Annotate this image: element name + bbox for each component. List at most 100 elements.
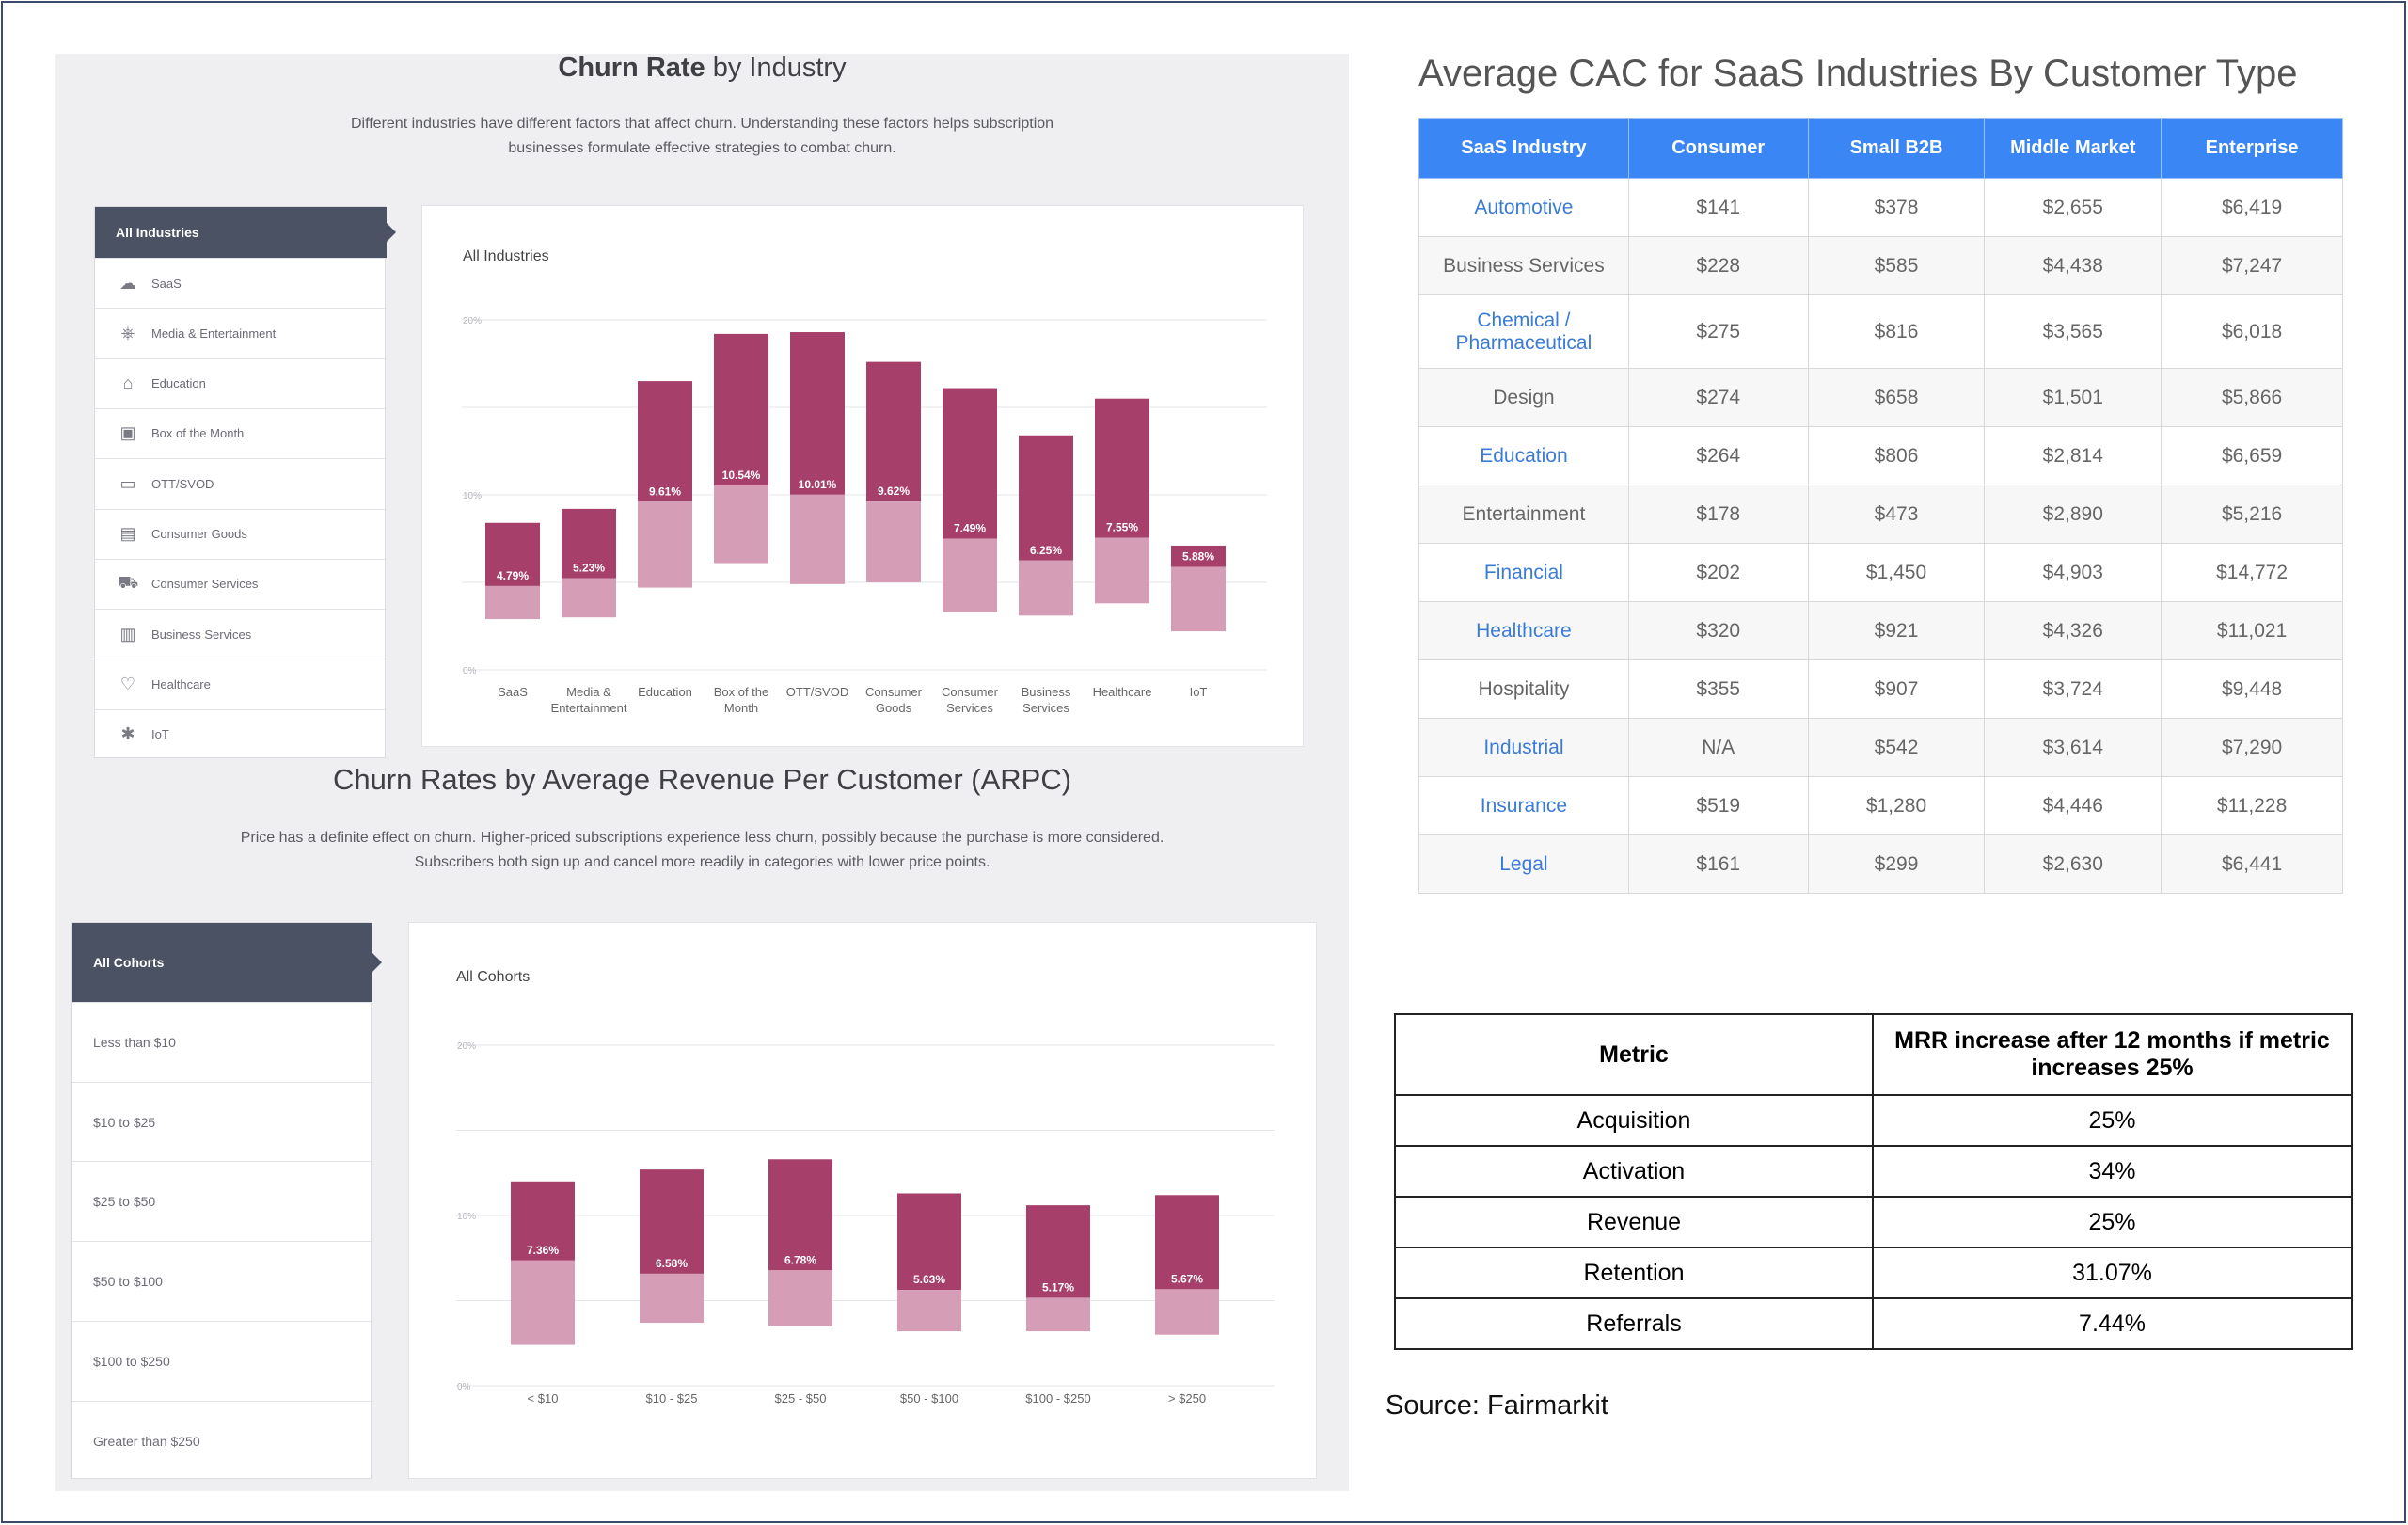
industry-cell[interactable]: Industrial [1418, 718, 1629, 777]
arpc-desc-line1: Price has a definite effect on churn. Hi… [240, 830, 1164, 846]
cac-value-cell: $274 [1627, 368, 1809, 427]
x-tick-label: $100 - $250 [1025, 1391, 1090, 1406]
table-row: Chemical / Pharmaceutical $275 $816 $3,565 $6… [1418, 294, 2343, 369]
menu-item-consumer-goods[interactable]: ▤ Consumer Goods [95, 508, 387, 559]
x-tick-label: $50 - $100 [900, 1391, 958, 1406]
cac-value-cell: $806 [1807, 426, 1986, 485]
menu-item-box-of-the-month[interactable]: ▣ Box of the Month [95, 407, 387, 458]
x-tick-label: $25 - $50 [775, 1391, 827, 1406]
menu-item-business-services[interactable]: ▥ Business Services [95, 609, 387, 659]
menu-item-cohort-2[interactable]: $10 to $25 [72, 1081, 372, 1162]
menu-item-label: Greater than $250 [93, 1433, 200, 1449]
table-row: Retention 31.07% [1394, 1247, 2353, 1299]
cac-value-cell: $264 [1627, 426, 1809, 485]
shopping-bag-icon: ▤ [119, 524, 136, 543]
y-tick-label: 10% [457, 1212, 476, 1222]
menu-item-ott-svod[interactable]: ▭ OTT/SVOD [95, 458, 387, 508]
cac-value-cell: $3,565 [1984, 294, 2162, 369]
industry-cell[interactable]: Chemical / Pharmaceutical [1418, 294, 1629, 369]
data-label: 9.61% [649, 485, 681, 498]
industry-cell[interactable]: Healthcare [1418, 601, 1629, 660]
industry-cell: Design [1418, 368, 1629, 427]
x-tick-label: < $10 [528, 1391, 559, 1406]
film-camera-icon: ⎈ [120, 323, 135, 342]
data-label: 9.62% [878, 485, 910, 498]
menu-item-label: SaaS [151, 276, 182, 291]
x-tick-label: Services [946, 701, 993, 715]
menu-item-label: Less than $10 [93, 1035, 176, 1050]
menu-item-all-industries[interactable]: All Industries [95, 207, 396, 258]
menu-item-cohort-5[interactable]: $100 to $250 [72, 1320, 372, 1401]
x-tick-label: IoT [1190, 685, 1208, 699]
network-icon: ✱ [120, 724, 135, 744]
arpc-desc-line2: Subscribers both sign up and cancel more… [414, 854, 990, 870]
menu-item-cohort-4[interactable]: $50 to $100 [72, 1241, 372, 1321]
cac-value-cell: $320 [1627, 601, 1809, 660]
mrr-metric-cell: Referrals [1394, 1297, 1874, 1350]
menu-item-cohort-6[interactable]: Greater than $250 [72, 1400, 372, 1481]
industry-menu: All Industries ☁ SaaS ⎈ Media & Entertainme… [94, 206, 396, 759]
industry-cell[interactable]: Insurance [1418, 776, 1629, 835]
bar-lower [640, 1273, 704, 1324]
menu-item-all-cohorts[interactable]: All Cohorts [72, 923, 382, 1002]
cac-value-cell: $275 [1627, 294, 1809, 369]
menu-item-consumer-services[interactable]: ⛟ Consumer Services [95, 558, 387, 609]
cac-header-industry: SaaS Industry [1418, 118, 1629, 179]
cac-value-cell: $4,903 [1984, 543, 2162, 602]
mrr-value-cell: 34% [1871, 1145, 2353, 1198]
cac-value-cell: $161 [1627, 834, 1809, 894]
industry-cell: Hospitality [1418, 659, 1629, 719]
industry-cell[interactable]: Education [1418, 426, 1629, 485]
menu-item-saas[interactable]: ☁ SaaS [95, 258, 387, 308]
cac-value-cell: $141 [1627, 178, 1809, 237]
data-label: 4.79% [497, 569, 529, 582]
bar-upper [943, 388, 997, 539]
bar-upper [768, 1159, 832, 1271]
bar-upper [1019, 435, 1073, 561]
menu-item-cohort-1[interactable]: Less than $10 [72, 1002, 372, 1082]
menu-item-label: Consumer Goods [151, 527, 247, 541]
industry-cell[interactable]: Financial [1418, 543, 1629, 602]
cac-value-cell: $5,866 [2161, 368, 2343, 427]
cac-value-cell: $6,419 [2161, 178, 2343, 237]
table-row: Entertainment $178 $473 $2,890 $5,216 [1418, 485, 2343, 544]
menu-item-label: Healthcare [151, 676, 211, 691]
table-row: Industrial N/A $542 $3,614 $7,290 [1418, 718, 2343, 777]
menu-item-education[interactable]: ⌂ Education [95, 357, 387, 408]
menu-item-label: Business Services [151, 627, 252, 642]
y-tick-label: 0% [463, 666, 477, 676]
cac-value-cell: $473 [1807, 485, 1986, 544]
industry-title-rest: by Industry [705, 53, 847, 83]
table-row: Education $264 $806 $2,814 $6,659 [1418, 426, 2343, 485]
cac-value-cell: $11,228 [2161, 776, 2343, 835]
x-tick-label: Services [1022, 701, 1069, 715]
menu-item-iot[interactable]: ✱ IoT [95, 708, 387, 759]
cac-header-consumer: Consumer [1627, 118, 1809, 179]
cac-value-cell: $228 [1627, 236, 1809, 295]
cac-value-cell: $816 [1807, 294, 1986, 369]
menu-item-media-entertainment[interactable]: ⎈ Media & Entertainment [95, 308, 387, 357]
cac-header-enterprise: Enterprise [2161, 118, 2343, 179]
menu-item-healthcare[interactable]: ♡ Healthcare [95, 659, 387, 708]
bar-lower [1155, 1289, 1219, 1335]
bar-upper [866, 361, 921, 502]
table-row: Insurance $519 $1,280 $4,446 $11,228 [1418, 776, 2343, 835]
x-tick-label: Month [724, 701, 758, 715]
table-row: Legal $161 $299 $2,630 $6,441 [1418, 834, 2343, 894]
industry-cell[interactable]: Automotive [1418, 178, 1629, 237]
menu-head-label: All Cohorts [93, 955, 165, 970]
industry-cell-line: Pharmaceutical [1455, 331, 1592, 354]
table-row: Financial $202 $1,450 $4,903 $14,772 [1418, 543, 2343, 602]
cac-value-cell: $585 [1807, 236, 1986, 295]
y-tick-label: 0% [457, 1382, 471, 1392]
arpc-section-desc: Price has a definite effect on churn. Hi… [55, 826, 1349, 875]
y-tick-label: 20% [457, 1041, 476, 1052]
cac-value-cell: $519 [1627, 776, 1809, 835]
arpc-section-title: Churn Rates by Average Revenue Per Custo… [332, 763, 1072, 796]
industry-cell[interactable]: Legal [1418, 834, 1629, 894]
cac-value-cell: $921 [1807, 601, 1986, 660]
cac-header-row: SaaS Industry Consumer Small B2B Middle … [1418, 118, 2343, 179]
industry-desc-line2: businesses formulate effective strategie… [508, 140, 896, 156]
table-row: Referrals 7.44% [1394, 1297, 2353, 1350]
menu-item-cohort-3[interactable]: $25 to $50 [72, 1161, 372, 1241]
